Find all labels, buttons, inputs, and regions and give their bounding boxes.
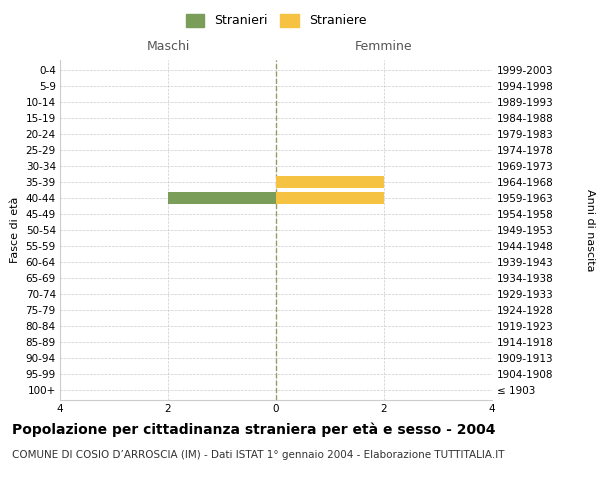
Text: Popolazione per cittadinanza straniera per età e sesso - 2004: Popolazione per cittadinanza straniera p…	[12, 422, 496, 437]
Bar	[276, 192, 384, 204]
Y-axis label: Anni di nascita: Anni di nascita	[585, 188, 595, 271]
Legend: Stranieri, Straniere: Stranieri, Straniere	[181, 8, 371, 32]
Bar	[276, 176, 384, 188]
Y-axis label: Fasce di età: Fasce di età	[10, 197, 20, 263]
Text: Maschi: Maschi	[146, 40, 190, 52]
Bar	[168, 192, 276, 204]
Text: Femmine: Femmine	[355, 40, 413, 52]
Text: COMUNE DI COSIO D’ARROSCIA (IM) - Dati ISTAT 1° gennaio 2004 - Elaborazione TUTT: COMUNE DI COSIO D’ARROSCIA (IM) - Dati I…	[12, 450, 505, 460]
